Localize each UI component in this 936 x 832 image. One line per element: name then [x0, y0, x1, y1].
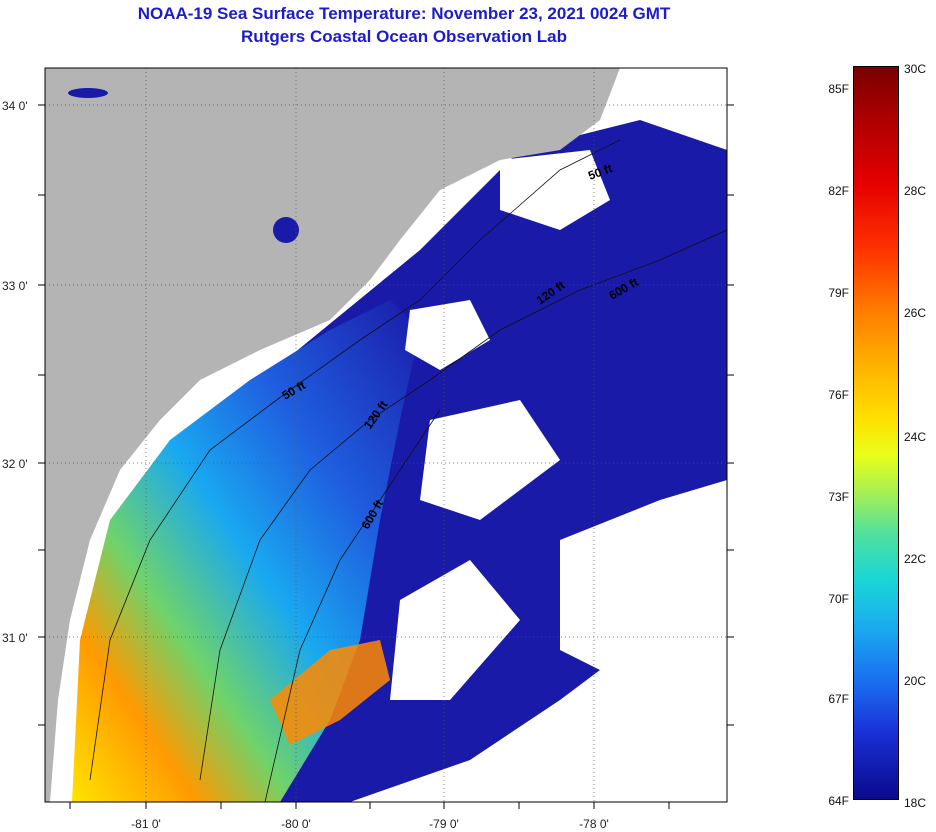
- colorbar-fahrenheit-label: 79F: [828, 286, 849, 300]
- land: [45, 68, 620, 802]
- map-subtitle: Rutgers Coastal Ocean Observation Lab: [241, 27, 567, 46]
- colorbar-celsius-label: 28C: [904, 184, 927, 198]
- lat-label: 31 0': [2, 631, 28, 645]
- lon-label: -78 0': [579, 817, 609, 831]
- lat-label: 33 0': [2, 279, 28, 293]
- cloud-patch: [500, 150, 610, 230]
- cloud-patch: [390, 560, 520, 700]
- colorbar-celsius-label: 22C: [904, 552, 927, 566]
- contour-line: [264, 409, 441, 802]
- contour-line: [199, 229, 727, 781]
- cloud-patch: [420, 400, 560, 520]
- temperature-colorbar: [853, 66, 899, 800]
- colorbar-fahrenheit-label: 76F: [828, 388, 849, 402]
- colorbar-fahrenheit-label: 73F: [828, 490, 849, 504]
- colorbar-celsius-label: 30C: [904, 62, 927, 76]
- colorbar-celsius-label: 18C: [904, 796, 927, 810]
- colorbar-fahrenheit-label: 64F: [828, 794, 849, 808]
- colorbar-fahrenheit-label: 85F: [828, 82, 849, 96]
- contour-line: [89, 139, 621, 781]
- colorbar-fahrenheit-label: 70F: [828, 592, 849, 606]
- map-title: NOAA-19 Sea Surface Temperature: Novembe…: [137, 4, 671, 23]
- colorbar-celsius-label: 20C: [904, 674, 927, 688]
- lon-label: -81 0': [131, 817, 161, 831]
- lon-label: -79 0': [429, 817, 459, 831]
- cloud-patch: [560, 480, 727, 690]
- colorbar-fahrenheit-label: 67F: [828, 692, 849, 706]
- colorbar-celsius-label: 26C: [904, 306, 927, 320]
- lat-label: 32 0': [2, 457, 28, 471]
- lake: [68, 88, 108, 98]
- warm-core: [270, 640, 390, 745]
- map-frame: [44, 67, 728, 803]
- axis-ticks: [38, 104, 734, 809]
- colorbar-celsius-label: 24C: [904, 430, 927, 444]
- lat-label: 34 0': [2, 99, 28, 113]
- colorbar-fahrenheit-label: 82F: [828, 184, 849, 198]
- lake: [273, 217, 299, 243]
- lon-label: -80 0': [281, 817, 311, 831]
